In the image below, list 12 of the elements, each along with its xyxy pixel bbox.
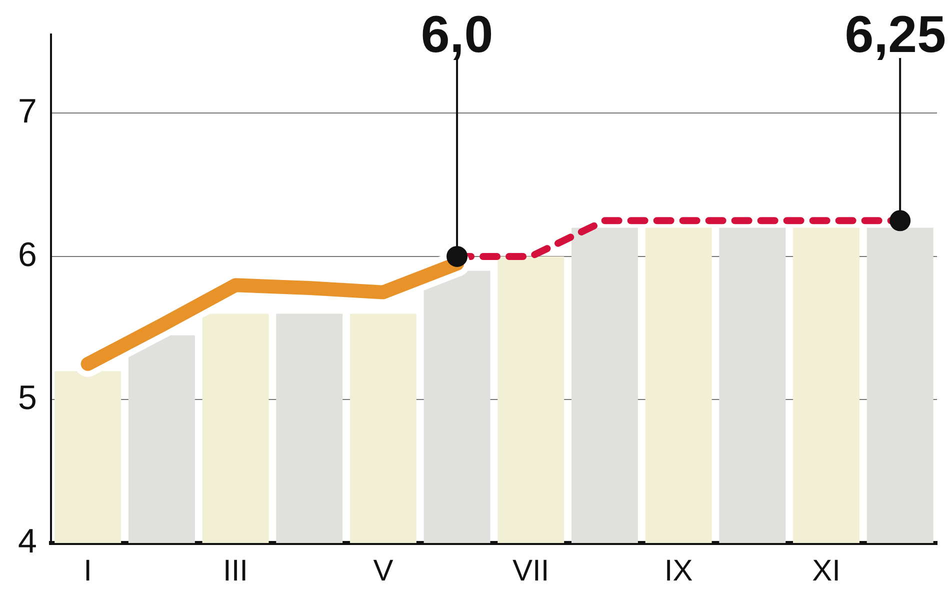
y-tick-label: 5: [18, 379, 37, 418]
x-tick-label: I: [84, 554, 92, 588]
y-tick-label: 7: [18, 92, 37, 131]
x-tick-label: III: [223, 554, 248, 588]
x-tick-label: IX: [664, 554, 693, 588]
x-tick-label: V: [373, 554, 394, 588]
y-tick-label: 4: [18, 522, 37, 560]
annotation: 6,0: [420, 6, 494, 64]
x-tick-label: VII: [512, 554, 550, 588]
annotation: 6,25: [844, 6, 946, 64]
y-tick-label: 6: [18, 236, 37, 274]
x-tick-label: XI: [812, 554, 840, 588]
